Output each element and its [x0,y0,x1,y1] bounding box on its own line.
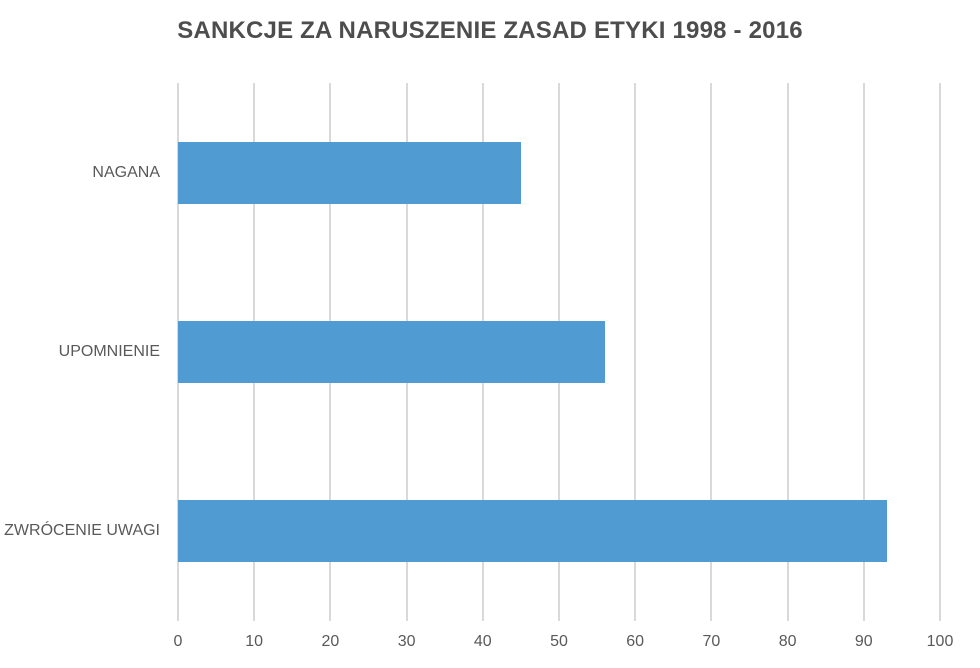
x-tick-label-20: 20 [321,633,340,650]
category-label-zwr-cenie-uwagi: ZWRÓCENIE UWAGI [4,522,160,540]
x-tick-label-80: 80 [778,633,797,650]
x-tick-label-30: 30 [397,633,416,650]
x-tick-label-0: 0 [173,633,183,650]
category-label-upomnienie: UPOMNIENIE [58,343,160,360]
gridline-60 [634,83,637,621]
chart-title: SANKCJE ZA NARUSZENIE ZASAD ETYKI 1998 -… [177,17,803,44]
gridline-90 [862,83,865,621]
bar-upomnienie [178,321,605,383]
gridline-70 [710,83,713,621]
x-tick-label-100: 100 [926,633,954,650]
x-tick-label-70: 70 [702,633,721,650]
x-tick-label-60: 60 [626,633,645,650]
x-tick-label-90: 90 [854,633,873,650]
bar-nagana [178,141,521,204]
category-label-nagana: NAGANA [92,163,160,181]
x-tick-label-40: 40 [473,633,492,650]
plot-area [177,83,941,621]
x-tick-label-50: 50 [550,633,568,650]
x-tick-label-10: 10 [245,633,264,650]
gridline-80 [786,83,789,621]
bar-zwr-cenie-uwagi [178,500,887,563]
gridline-100 [939,83,941,621]
